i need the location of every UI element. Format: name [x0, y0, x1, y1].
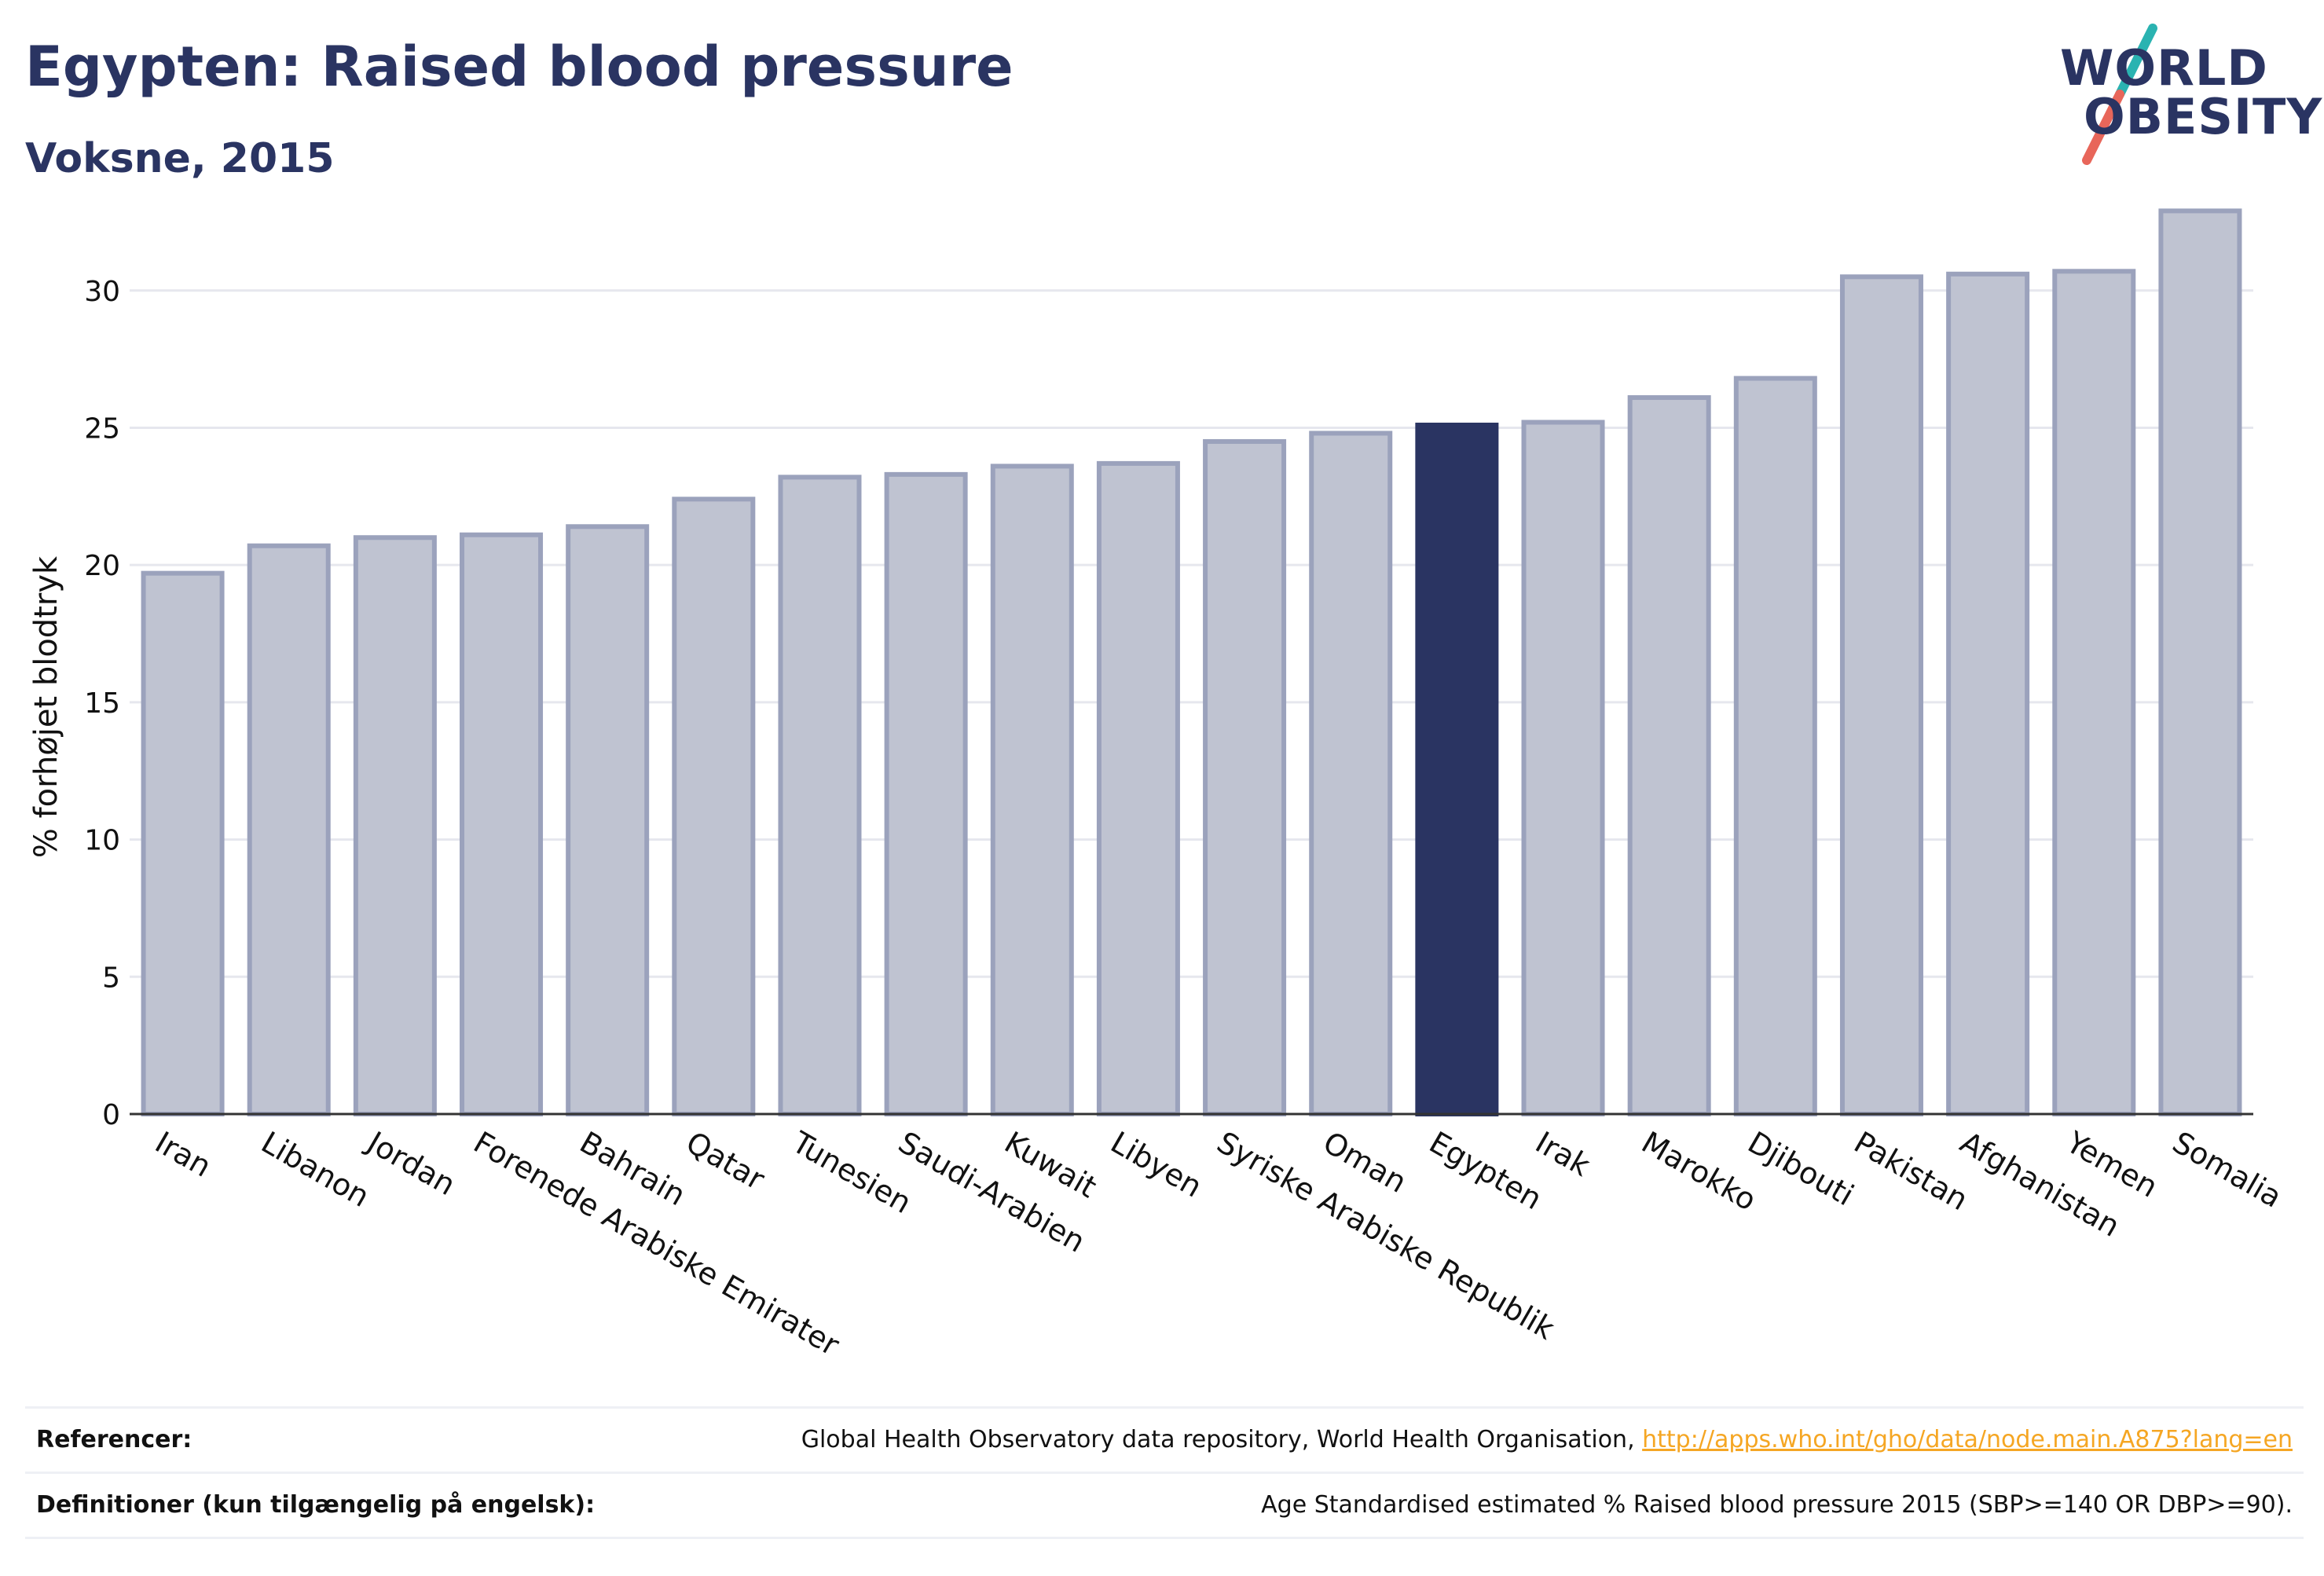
y-tick-label: 30 — [84, 276, 120, 308]
bar — [778, 475, 862, 1116]
bar — [1203, 438, 1287, 1116]
bar — [460, 532, 544, 1116]
x-tick-label: Pakistan — [1848, 1125, 1974, 1218]
bar — [1627, 395, 1711, 1117]
bar — [1096, 460, 1180, 1116]
x-tick-label: Libyen — [1105, 1125, 1208, 1204]
bar — [566, 524, 650, 1116]
bar — [672, 497, 756, 1116]
definition-row: Definitioner (kun tilgængelig på engelsk… — [25, 1472, 2304, 1539]
y-tick-label: 15 — [84, 687, 120, 720]
bar — [884, 471, 968, 1116]
chart-title: Egypten: Raised blood pressure — [25, 35, 1014, 99]
x-tick-label: Marokko — [1636, 1125, 1762, 1218]
x-tick-label: Jordan — [361, 1124, 461, 1203]
x-tick-label: Qatar — [680, 1125, 771, 1197]
reference-link[interactable]: http://apps.who.int/gho/data/node.main.A… — [1642, 1426, 2293, 1453]
bar-highlight — [1415, 422, 1499, 1116]
x-tick-label: Djibouti — [1742, 1125, 1860, 1213]
logo-word-obesity: OBESITY — [2084, 88, 2323, 145]
y-tick-label: 10 — [84, 825, 120, 857]
bar — [353, 535, 437, 1116]
y-axis-label: % forhøjet blodtryk — [28, 555, 64, 858]
bars-layer — [141, 208, 2242, 1117]
bar — [247, 543, 331, 1116]
definition-value: Age Standardised estimated % Raised bloo… — [1261, 1491, 2293, 1519]
y-tick-label: 20 — [84, 550, 120, 582]
bar — [1309, 431, 1393, 1116]
grid-layer — [130, 289, 2253, 978]
reference-row: Referencer: Global Health Observatory da… — [25, 1406, 2304, 1472]
reference-text: Global Health Observatory data repositor… — [801, 1426, 1643, 1453]
y-tick-label: 25 — [84, 412, 120, 445]
logo-slash-icon — [2082, 24, 2157, 165]
chart-subtitle: Voksne, 2015 — [25, 135, 335, 182]
bar — [1946, 271, 2030, 1116]
x-tick-label: Somalia — [2167, 1125, 2288, 1215]
definition-label: Definitioner (kun tilgængelig på engelsk… — [36, 1491, 596, 1519]
y-tick-label: 0 — [102, 1099, 120, 1131]
world-obesity-logo: WORLD OBESITY — [2043, 24, 2322, 173]
reference-label: Referencer: — [36, 1426, 192, 1453]
x-tick-label: Libanon — [255, 1125, 375, 1214]
references-table: Referencer: Global Health Observatory da… — [25, 1406, 2304, 1539]
bar — [990, 464, 1074, 1116]
x-tick-label: Egypten — [1424, 1125, 1548, 1217]
bar — [141, 570, 225, 1116]
bar — [1839, 274, 1923, 1117]
reference-value: Global Health Observatory data repositor… — [801, 1426, 2293, 1453]
bar — [1733, 376, 1817, 1116]
bar — [1521, 420, 1605, 1116]
x-tick-label: Forenede Arabiske Emirater — [468, 1125, 845, 1363]
x-tick-label: Iran — [149, 1125, 217, 1184]
x-tick-label: Irak — [1530, 1125, 1596, 1183]
bar — [2158, 208, 2242, 1116]
x-tick-label: Saudi-Arabien — [893, 1125, 1091, 1259]
x-tick-label: Tunesien — [786, 1124, 917, 1220]
bar — [2052, 269, 2136, 1116]
logo-word-world: WORLD — [2060, 39, 2268, 97]
y-tick-label: 5 — [102, 962, 120, 994]
